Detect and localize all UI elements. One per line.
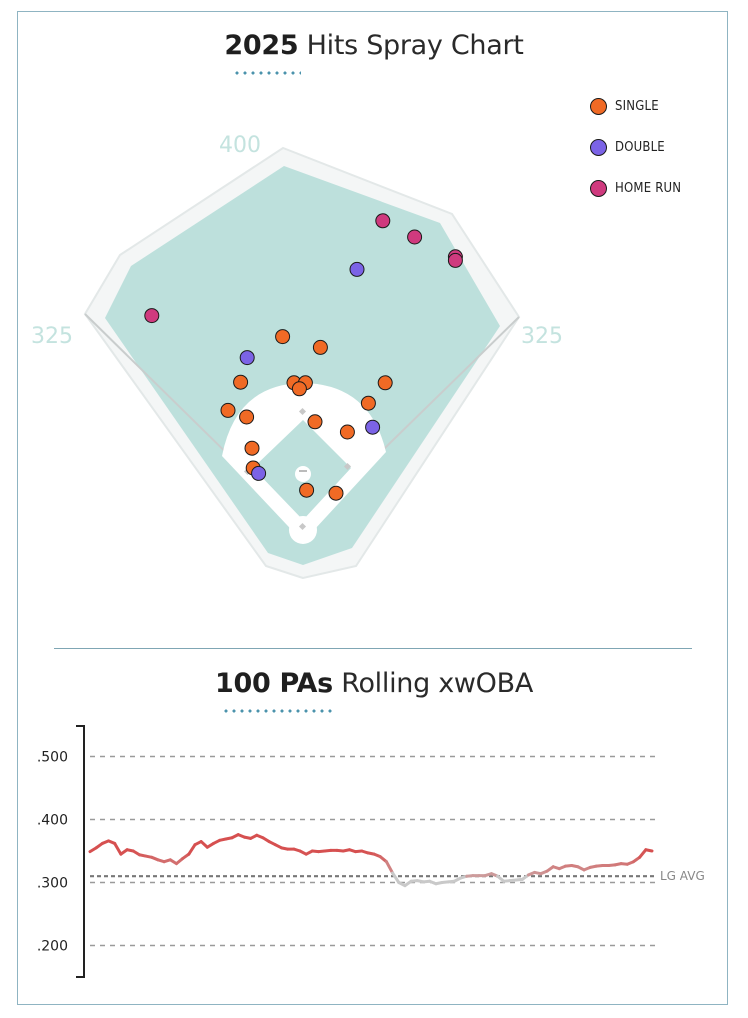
section-divider [54, 648, 692, 649]
hit-point-single [360, 395, 376, 411]
hit-point-home-run [375, 213, 391, 229]
second-base [298, 407, 307, 416]
legend-swatch-double [590, 138, 607, 156]
distance-label-center: 400 [219, 133, 261, 158]
hit-point-double [349, 261, 365, 277]
hit-point-single [299, 482, 315, 498]
gridlines: .500 .400 .300 .200 [37, 750, 656, 955]
home-plate [298, 522, 307, 531]
hit-point-home-run [144, 308, 160, 324]
hit-point-single [339, 424, 355, 440]
hit-point-single [239, 409, 255, 425]
spray-title-text: Hits Spray Chart [306, 30, 524, 61]
xwoba-line-segment [391, 871, 401, 884]
hit-point-single [291, 381, 307, 397]
legend-label-double: DOUBLE [615, 139, 665, 155]
hit-point-double [365, 419, 381, 435]
spray-title-underline [233, 71, 301, 75]
spray-title-year: 2025 [224, 30, 299, 61]
first-base [343, 462, 352, 471]
legend-swatch-single [590, 97, 607, 115]
league-average: LG AVG [90, 869, 705, 883]
xwoba-title-underline [222, 709, 332, 713]
y-axis [76, 725, 85, 978]
xwoba-line-segment [113, 841, 123, 856]
legend-item-single: SINGLE [590, 96, 659, 116]
y-tick-label: .400 [37, 813, 68, 829]
home-plate-circle [289, 516, 317, 544]
pitchers-rubber [299, 470, 307, 472]
y-tick-label: .200 [37, 939, 68, 955]
hit-point-double [251, 465, 267, 481]
hit-point-home-run [407, 229, 423, 245]
xwoba-chart-title: 100 PAs Rolling xwOBA [0, 668, 748, 699]
xwoba-title-window: 100 PAs [214, 668, 333, 699]
legend-label-single: SINGLE [615, 98, 659, 114]
distance-label-right: 325 [521, 324, 563, 349]
y-tick-label: .500 [37, 750, 68, 766]
xwoba-line-segment [384, 860, 395, 875]
legend-label-home-run: HOME RUN [615, 180, 682, 196]
hit-point-single [328, 485, 344, 501]
hit-point-single [307, 414, 323, 430]
outfield-grass [105, 166, 500, 565]
hit-point-home-run [447, 252, 463, 268]
y-tick-label: .300 [37, 876, 68, 892]
legend-swatch-home-run [590, 179, 607, 197]
hit-point-single [312, 339, 328, 355]
hit-point-single [220, 402, 236, 418]
legend-item-home-run: HOME RUN [590, 178, 681, 198]
legend-item-double: DOUBLE [590, 137, 665, 157]
xwoba-title-text: Rolling xwOBA [341, 668, 534, 699]
league-average-label: LG AVG [660, 869, 705, 883]
hit-points [144, 213, 463, 501]
spray-chart-title: 2025 Hits Spray Chart [0, 30, 748, 61]
xwoba-series [88, 833, 654, 888]
xwoba-line-segment [187, 843, 197, 856]
hit-point-single [377, 375, 393, 391]
spray-chart: 400 325 325 [31, 133, 563, 580]
distance-label-left: 325 [31, 324, 73, 349]
hit-point-single [233, 374, 249, 390]
hit-point-single [275, 329, 291, 345]
pitchers-mound [295, 466, 311, 482]
xwoba-line-segment [644, 848, 654, 853]
xwoba-line-chart: .500 .400 .300 .200 LG AVG [37, 725, 705, 978]
xwoba-line-segment [638, 848, 648, 859]
hit-point-double [239, 350, 255, 366]
hit-point-single [244, 440, 260, 456]
